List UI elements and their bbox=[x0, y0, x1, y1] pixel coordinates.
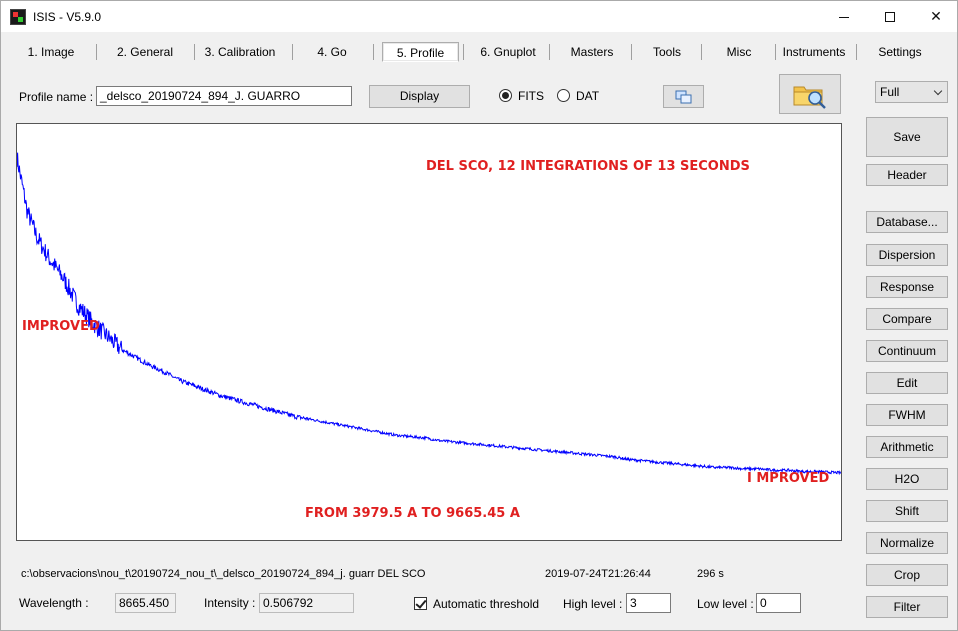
window-title: ISIS - V5.9.0 bbox=[33, 10, 102, 24]
tab-separator bbox=[463, 44, 464, 60]
wavelength-readout: 8665.450 bbox=[115, 593, 176, 613]
maximize-icon bbox=[885, 12, 895, 23]
tab-separator bbox=[96, 44, 97, 60]
improved-left-annotation: IMPROVED bbox=[22, 319, 100, 334]
tab-separator bbox=[292, 44, 293, 60]
isis-app-icon bbox=[10, 9, 26, 25]
fits-radio-label: FITS bbox=[518, 89, 544, 103]
close-icon: ✕ bbox=[930, 8, 942, 24]
observation-date-text: 2019-07-24T21:26:44 bbox=[545, 568, 651, 580]
tab-misc[interactable]: Misc bbox=[726, 45, 752, 59]
automatic-threshold-checkbox[interactable] bbox=[414, 597, 427, 610]
chevron-down-icon bbox=[933, 86, 943, 96]
tab-separator bbox=[194, 44, 195, 60]
response-button[interactable]: Response bbox=[866, 276, 948, 298]
exposure-time-text: 296 s bbox=[697, 568, 724, 580]
crop-button[interactable]: Crop bbox=[866, 564, 948, 586]
low-level-input[interactable]: 0 bbox=[756, 593, 801, 613]
high-level-label: High level : bbox=[563, 597, 623, 611]
high-level-input[interactable]: 3 bbox=[626, 593, 671, 613]
tab-separator bbox=[549, 44, 550, 60]
tab-separator bbox=[775, 44, 776, 60]
tab-separator bbox=[631, 44, 632, 60]
compare-button[interactable]: Compare bbox=[866, 308, 948, 330]
dat-radio[interactable] bbox=[557, 89, 570, 102]
display-button[interactable]: Display bbox=[369, 85, 470, 108]
tab-profile[interactable]: 5. Profile bbox=[382, 42, 459, 62]
tab-instruments[interactable]: Instruments bbox=[782, 45, 846, 59]
continuum-button[interactable]: Continuum bbox=[866, 340, 948, 362]
profile-name-label: Profile name : bbox=[19, 90, 94, 104]
tab-bar: 1. Image 2. General 3. Calibration 4. Go… bbox=[1, 39, 957, 63]
tab-masters[interactable]: Masters bbox=[570, 45, 614, 59]
tab-separator bbox=[856, 44, 857, 60]
spectrum-plot[interactable]: DEL SCO, 12 INTEGRATIONS OF 13 SECONDS I… bbox=[16, 123, 842, 541]
title-bar: ISIS - V5.9.0 ✕ bbox=[1, 1, 957, 32]
close-button[interactable]: ✕ bbox=[913, 1, 958, 32]
file-path-text: c:\observacions\nou_t\20190724_nou_t\_de… bbox=[21, 568, 426, 580]
tab-go[interactable]: 4. Go bbox=[317, 45, 347, 59]
dispersion-button[interactable]: Dispersion bbox=[866, 244, 948, 266]
h2o-button[interactable]: H2O bbox=[866, 468, 948, 490]
plot-title-annotation: DEL SCO, 12 INTEGRATIONS OF 13 SECONDS bbox=[426, 159, 750, 174]
low-level-label: Low level : bbox=[697, 597, 754, 611]
minimize-button[interactable] bbox=[821, 1, 867, 32]
intensity-label: Intensity : bbox=[204, 596, 256, 610]
filter-button[interactable]: Filter bbox=[866, 596, 948, 618]
wavelength-label: Wavelength : bbox=[19, 596, 89, 610]
copy-icon bbox=[675, 90, 692, 104]
intensity-readout: 0.506792 bbox=[259, 593, 354, 613]
wavelength-range-annotation: FROM 3979.5 A TO 9665.45 A bbox=[305, 506, 520, 521]
dat-radio-label: DAT bbox=[576, 89, 600, 103]
tab-settings[interactable]: Settings bbox=[878, 45, 922, 59]
normalize-button[interactable]: Normalize bbox=[866, 532, 948, 554]
folder-search-icon bbox=[793, 86, 826, 109]
save-button[interactable]: Save bbox=[866, 117, 948, 157]
tab-general[interactable]: 2. General bbox=[116, 45, 174, 59]
tab-gnuplot[interactable]: 6. Gnuplot bbox=[480, 45, 536, 59]
spectrum-line bbox=[17, 152, 841, 476]
copy-button[interactable] bbox=[663, 85, 704, 108]
zoom-select[interactable]: Full bbox=[875, 81, 948, 103]
tab-separator bbox=[701, 44, 702, 60]
spectrum-svg bbox=[17, 152, 841, 476]
tab-tools[interactable]: Tools bbox=[652, 45, 681, 59]
tab-calibration[interactable]: 3. Calibration bbox=[204, 45, 276, 59]
arithmetic-button[interactable]: Arithmetic bbox=[866, 436, 948, 458]
fwhm-button[interactable]: FWHM bbox=[866, 404, 948, 426]
tab-separator bbox=[373, 44, 374, 60]
zoom-select-value: Full bbox=[880, 85, 900, 99]
tab-image[interactable]: 1. Image bbox=[27, 45, 75, 59]
automatic-threshold-label: Automatic threshold bbox=[433, 597, 540, 611]
profile-name-input[interactable]: _delsco_20190724_894_J. GUARRO bbox=[96, 86, 352, 106]
open-folder-button[interactable] bbox=[779, 74, 841, 114]
maximize-button[interactable] bbox=[867, 1, 913, 32]
header-button[interactable]: Header bbox=[866, 164, 948, 186]
database-button[interactable]: Database... bbox=[866, 211, 948, 233]
fits-radio[interactable] bbox=[499, 89, 512, 102]
minimize-icon bbox=[839, 16, 849, 18]
shift-button[interactable]: Shift bbox=[866, 500, 948, 522]
improved-right-annotation: I MPROVED bbox=[747, 471, 830, 486]
edit-button[interactable]: Edit bbox=[866, 372, 948, 394]
